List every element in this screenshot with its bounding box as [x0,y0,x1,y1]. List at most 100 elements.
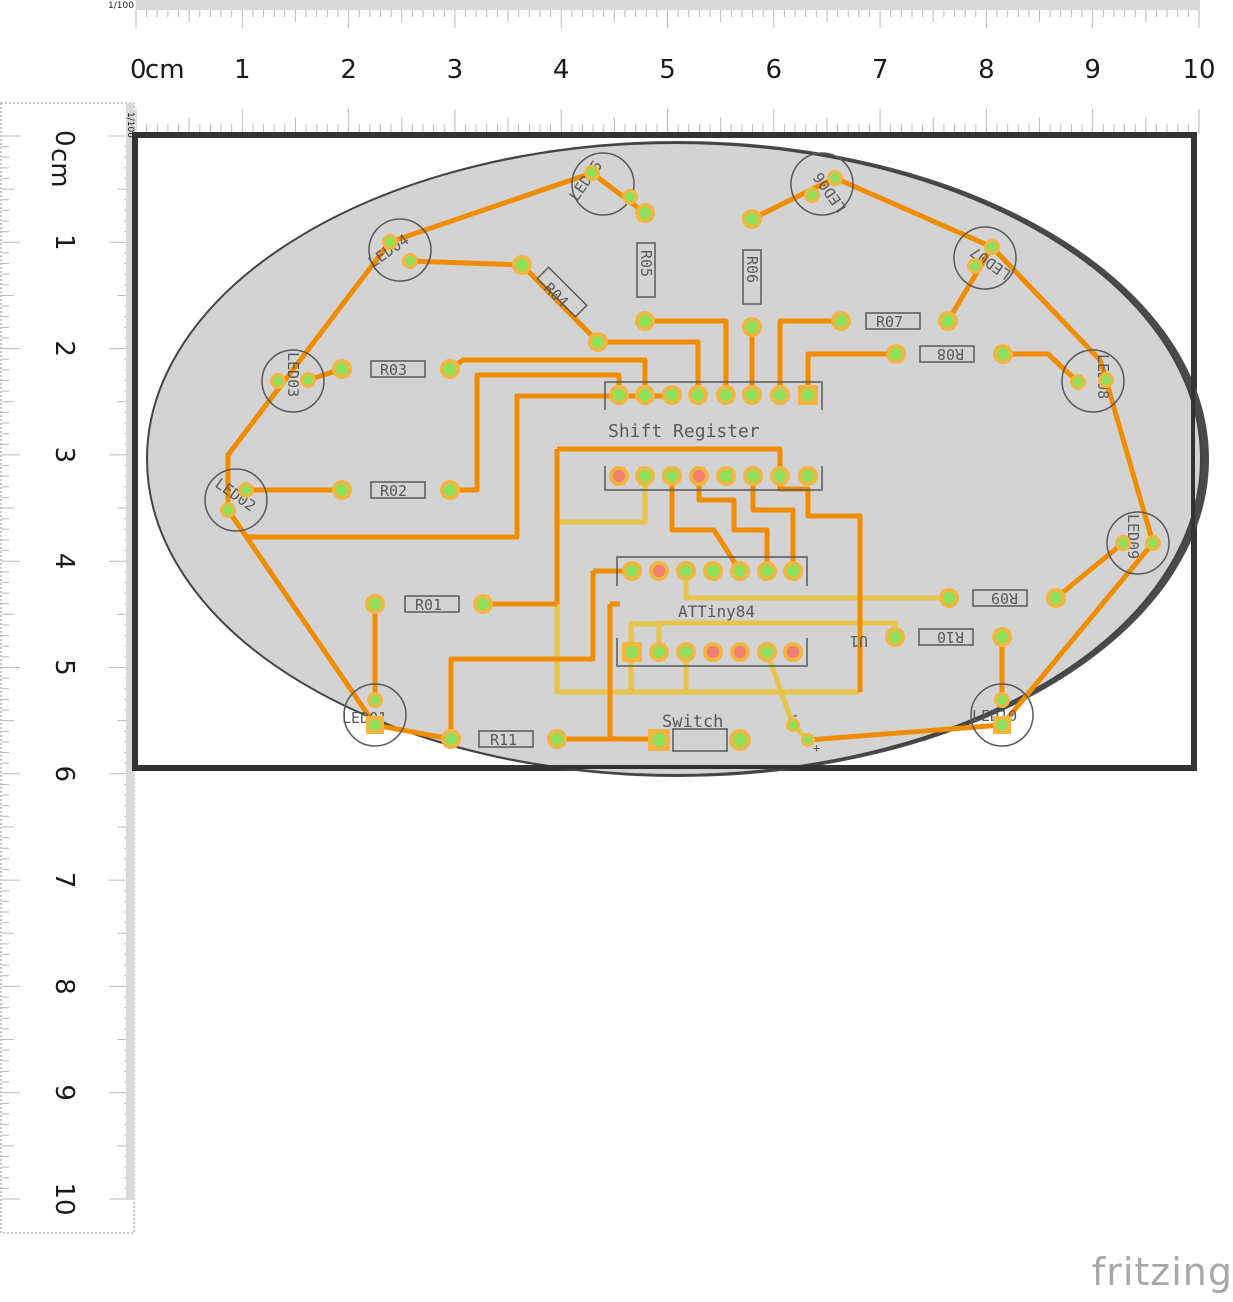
led03-label: LED03 [284,352,302,397]
v-ruler-number: 9 [49,1084,79,1101]
shift-register-pin [662,466,682,486]
led-pad [367,692,383,708]
shift-register-pin [716,466,736,486]
pcb-board[interactable] [132,132,1209,777]
h-ruler-number: 0 [130,55,147,85]
resistor-pad [635,311,655,331]
attiny-pin [676,642,696,662]
resistor-pad [332,480,352,500]
attiny-pin [783,642,803,662]
ruler-unit-label-v: cm [45,148,75,188]
resistor-pad [473,594,493,614]
pads [220,165,1161,751]
led-pad [1115,535,1131,551]
v-ruler-number: 0 [49,130,79,147]
ruler-scale-label-h: 1/100 [108,1,134,11]
top-traces [225,170,1156,743]
r02-label: R02 [380,482,407,500]
fritzing-logo: fritzing [1091,1250,1233,1294]
h-ruler-number: 9 [1084,55,1101,85]
power-pad [801,733,815,747]
v-ruler-number: 5 [49,659,79,676]
h-ruler-number: 1 [234,55,251,85]
v-ruler-number: 3 [49,447,79,464]
resistor-pad [332,359,352,379]
v-ruler-number: 2 [49,340,79,357]
switch-pad [729,729,751,751]
r08-label: R08 [937,345,964,363]
resistor-pad [588,332,608,352]
led-pad [402,253,418,269]
u1-label: U1 [850,632,868,650]
resistor-pad [440,480,460,500]
h-ruler-number: 5 [659,55,676,85]
resistor-pad [885,627,905,647]
vertical-ruler: 1/100 cm 0 1 2 3 4 5 6 7 8 9 10 [0,102,135,1234]
resistor-pad [365,594,385,614]
led-pad [584,165,600,181]
r01-label: R01 [415,596,442,614]
resistor-pad [742,209,762,229]
attiny-pin [703,561,723,581]
attiny-pin [649,642,669,662]
switch-pad [648,729,670,751]
shift-register-pin [798,466,818,486]
led-pad [1145,535,1161,551]
ruler-unit-label-h: cm [145,55,185,85]
resistor-pad [993,344,1013,364]
plus-label: + [813,741,820,755]
resistor-pad [547,729,567,749]
led-pad [984,239,1000,255]
led-pad [994,692,1010,708]
h-ruler-number: 3 [447,55,464,85]
v-ruler-number: 4 [49,553,79,570]
resistor-pad [939,588,959,608]
resistor-pad [441,729,461,749]
led-pad [270,373,286,389]
h-ruler-number: 7 [872,55,889,85]
resistor-pad [512,255,532,275]
shift-register-pin [688,385,708,405]
shift-register-pin [770,466,790,486]
h-ruler-number: 10 [1182,55,1215,85]
resistor-pad [742,317,762,337]
led-pad [827,170,843,186]
led-pad [804,187,820,203]
v-ruler-number: 1 [49,234,79,251]
attiny-pin [649,561,669,581]
led-pad [382,234,398,250]
led-pad [1070,374,1086,390]
attiny-pin [757,561,777,581]
ruler-scale-label-v: 1/100 [125,112,135,138]
attiny-pin [730,561,750,581]
resistor-pad [938,311,958,331]
shift-register-pin [798,385,818,405]
led-pad [238,482,254,498]
shift-register-pin [635,385,655,405]
resistor-pad [831,311,851,331]
shift-register-label: Shift Register [608,421,760,442]
shift-register-pin [609,466,629,486]
horizontal-ruler: 1/100 cm 1 2 3 4 5 6 7 8 9 10 0 [108,0,1216,135]
h-ruler-number: 8 [978,55,995,85]
led-pad [967,258,983,274]
led-pad [622,189,638,205]
led-pad [1098,372,1114,388]
resistor-pad [440,359,460,379]
led-pad [993,716,1011,734]
attiny-pin [703,642,723,662]
attiny-pin [757,642,777,662]
r09-label: R09 [991,589,1018,607]
shift-register-pin [662,385,682,405]
led-pad [300,372,316,388]
attiny-pin [783,561,803,581]
led-pad [220,502,236,518]
v-ruler-number: 7 [49,872,79,889]
attiny-pin [622,642,642,662]
attiny-pin [730,642,750,662]
r10-label: R10 [937,628,964,646]
resistor-pad [1046,588,1066,608]
resistor-pad [886,344,906,364]
attiny-pin [676,561,696,581]
